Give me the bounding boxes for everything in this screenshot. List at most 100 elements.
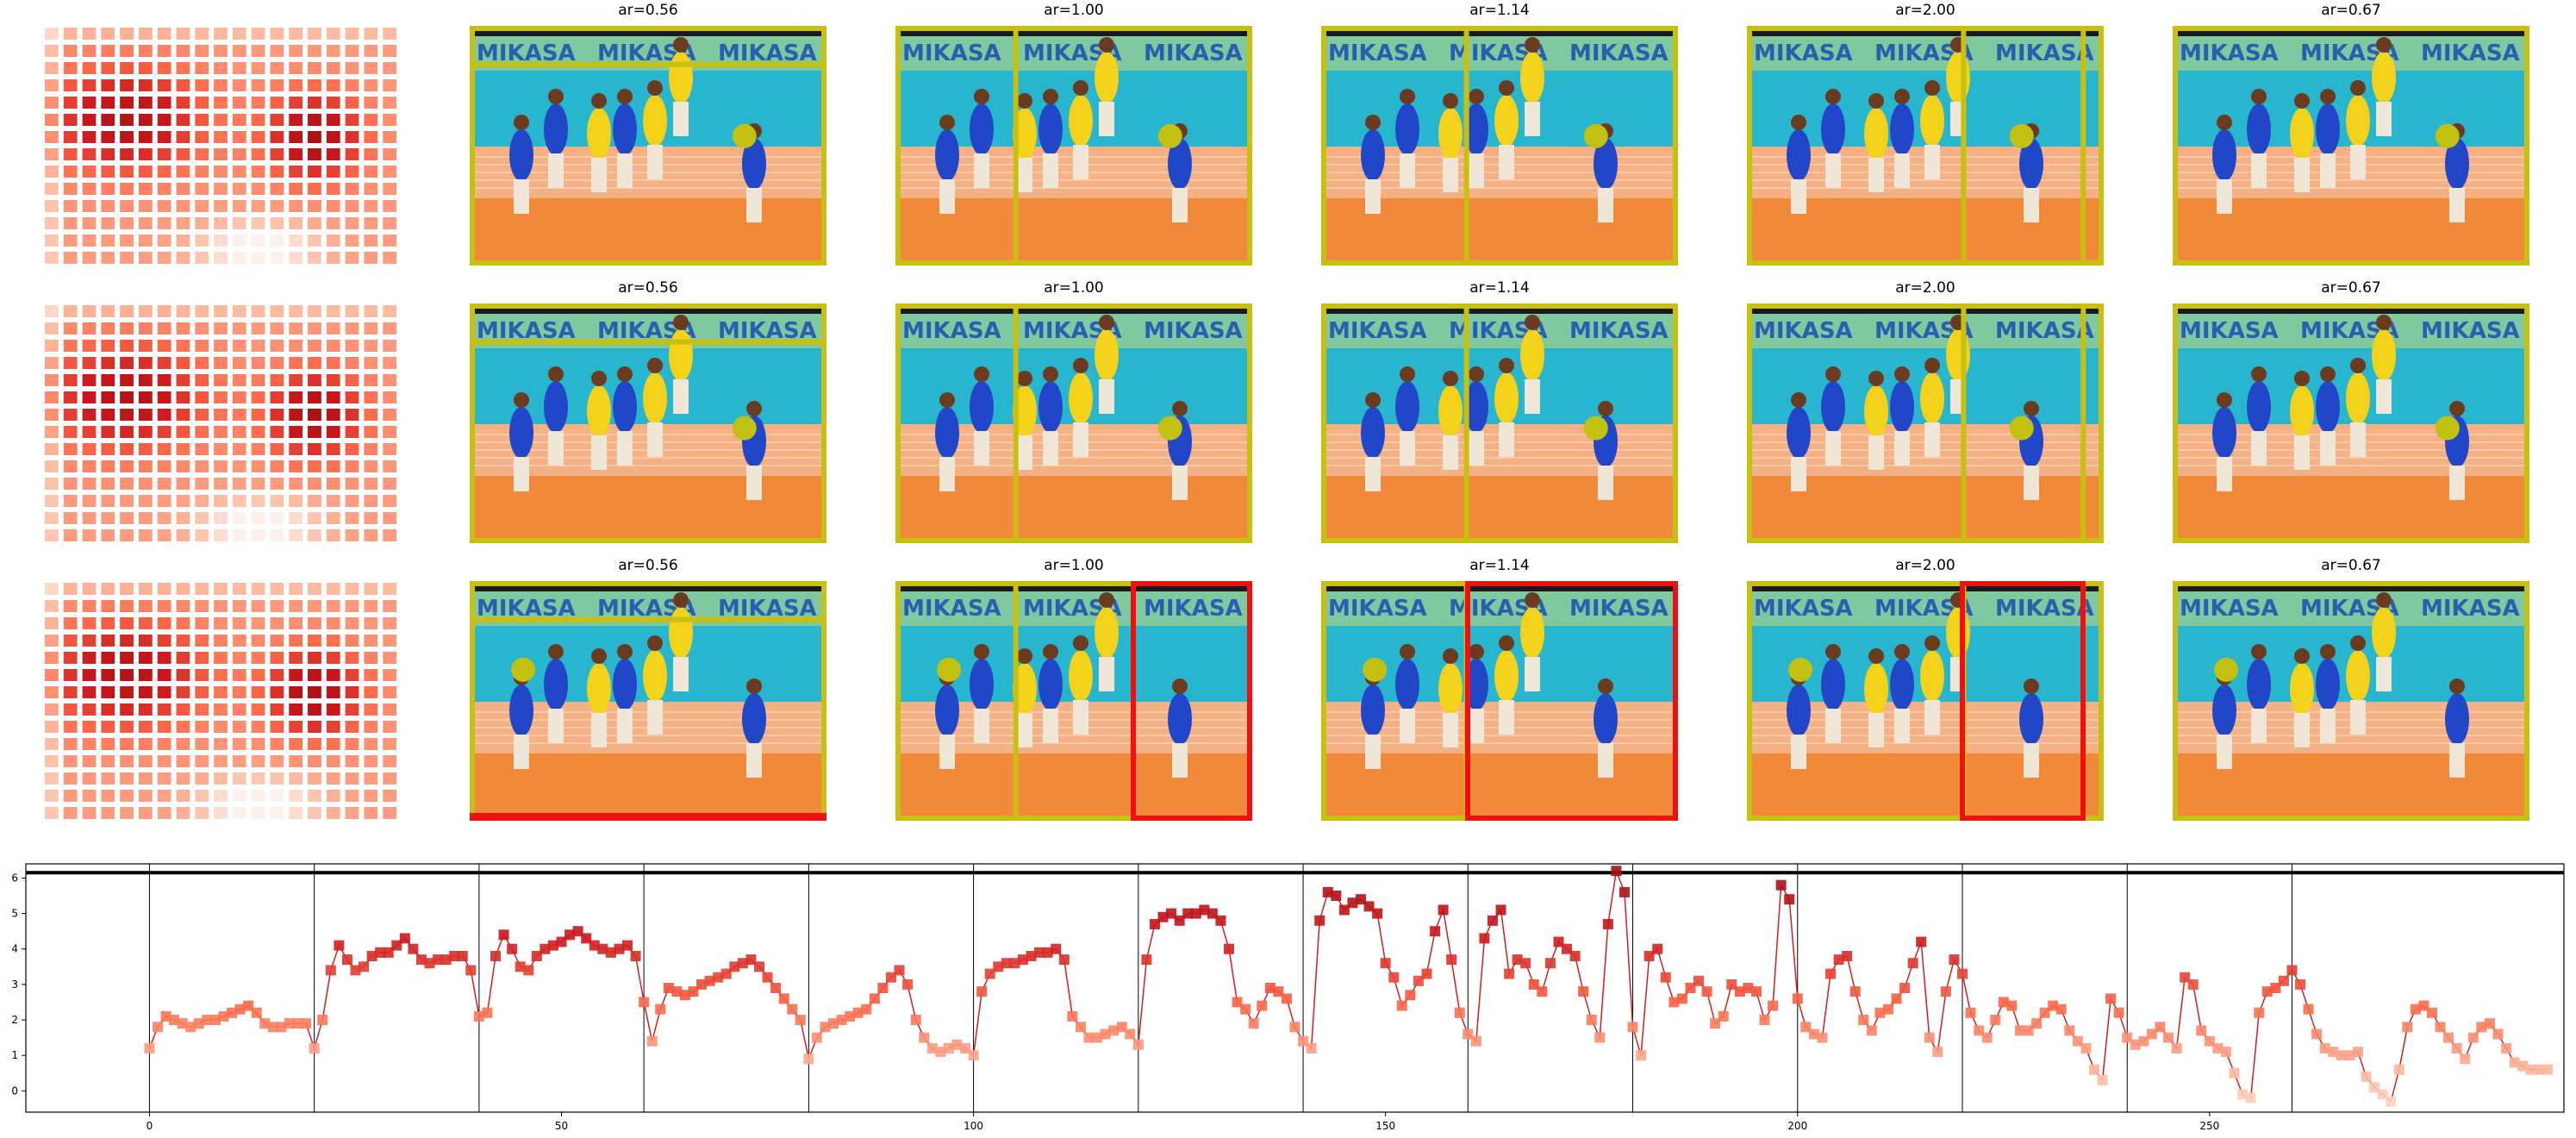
heatmap-cell xyxy=(345,340,359,352)
heatmap-cell xyxy=(251,305,265,317)
heatmap-cell xyxy=(326,200,340,212)
heatmap-cell xyxy=(383,669,396,681)
y-tick-label: 2 xyxy=(11,1014,18,1026)
heatmap-cell xyxy=(82,686,97,698)
heatmap-cell xyxy=(157,97,172,109)
data-point xyxy=(2006,1000,2018,1011)
heatmap-cell xyxy=(176,755,190,767)
data-point xyxy=(1149,918,1160,929)
heatmap-cell xyxy=(214,703,228,716)
heatmap-cell xyxy=(326,374,340,386)
heatmap-cell xyxy=(45,600,59,612)
data-point xyxy=(1734,986,1745,997)
y-tick-label: 5 xyxy=(11,908,18,920)
heatmap-cell xyxy=(270,28,284,40)
heatmap-cell xyxy=(308,305,321,317)
heatmap-cell xyxy=(289,703,303,716)
heatmap-cell xyxy=(101,183,115,195)
heatmap-cell xyxy=(45,200,59,212)
heatmap-cell xyxy=(308,200,321,212)
data-point xyxy=(762,972,773,983)
heatmap-cell xyxy=(157,28,172,40)
data-point xyxy=(639,997,650,1008)
data-point xyxy=(433,954,444,966)
heatmap-cell xyxy=(326,357,340,369)
heatmap-cell xyxy=(308,772,321,785)
data-point xyxy=(259,1018,271,1029)
heatmap-cell xyxy=(345,529,359,541)
heatmap-cell xyxy=(232,131,246,143)
heatmap-cell xyxy=(157,79,172,91)
heatmap-cell xyxy=(195,635,209,647)
heatmap-cell xyxy=(195,200,209,212)
heatmap-cell xyxy=(120,529,134,541)
heatmap-cell xyxy=(176,322,190,335)
heatmap-cell xyxy=(289,374,303,386)
heatmap-cell xyxy=(345,183,359,195)
data-point xyxy=(1017,954,1028,966)
heatmap-cell xyxy=(176,200,190,212)
heatmap-cell xyxy=(195,97,209,109)
data-point xyxy=(2460,1054,2471,1065)
heatmap-cell xyxy=(63,426,78,438)
heatmap-cell xyxy=(82,721,97,733)
data-point xyxy=(202,1015,213,1026)
heatmap-cell xyxy=(364,635,378,647)
data-point xyxy=(1743,983,1754,993)
heatmap-cell xyxy=(364,738,378,750)
data-point xyxy=(1273,986,1284,997)
data-point xyxy=(869,993,880,1004)
heatmap-cell xyxy=(82,322,97,335)
heatmap-cell xyxy=(214,340,228,352)
heatmap-cell xyxy=(120,790,134,802)
heatmap-cell xyxy=(157,495,172,507)
heatmap-cell xyxy=(138,721,153,733)
heatmap-cell xyxy=(214,148,228,160)
data-point xyxy=(1940,986,1951,997)
heatmap-cell xyxy=(232,148,246,160)
heatmap-cell xyxy=(364,200,378,212)
heatmap-cell xyxy=(195,340,209,352)
data-point xyxy=(1182,908,1194,919)
data-point xyxy=(1924,1032,1935,1043)
panel-border xyxy=(1321,581,1678,821)
heatmap-cell xyxy=(214,790,228,802)
heatmap-cell xyxy=(45,738,59,750)
heatmap-cell xyxy=(101,97,115,109)
data-point xyxy=(1405,990,1416,1001)
heatmap-cell xyxy=(120,252,134,264)
heatmap-cell xyxy=(383,322,396,335)
heatmap-cell xyxy=(195,686,209,698)
heatmap-cell xyxy=(364,772,378,785)
heatmap-cell xyxy=(308,652,321,664)
heatmap-cell xyxy=(251,357,265,369)
data-point xyxy=(1306,1042,1317,1054)
heatmap-cell xyxy=(270,357,284,369)
heatmap-cell xyxy=(82,374,97,386)
data-point xyxy=(778,993,789,1004)
heatmap-cell xyxy=(63,703,78,716)
heatmap-cell xyxy=(232,357,246,369)
image-panel: ar=0.56 MIKASA MIKASA MIKASA xyxy=(470,279,826,543)
heatmap-cell xyxy=(383,252,396,264)
data-point xyxy=(2295,979,2306,990)
image-panel: ar=0.67 MIKASA MIKASA MIKASA xyxy=(2173,2,2529,266)
heatmap-cell xyxy=(45,460,59,472)
heatmap-cell xyxy=(176,635,190,647)
data-point xyxy=(811,1032,822,1043)
heatmap-cell xyxy=(383,45,396,57)
data-point xyxy=(1586,1015,1597,1026)
heatmap-cell xyxy=(82,738,97,750)
data-point xyxy=(984,968,995,979)
image-panel: ar=1.00 MIKASA MIKASA MIKASA xyxy=(895,2,1252,266)
data-point xyxy=(325,965,336,976)
heatmap-cell xyxy=(364,234,378,247)
image-panel: ar=2.00 MIKASA MIKASA MIKASA xyxy=(1747,557,2104,821)
heatmap-cell xyxy=(45,97,59,109)
x-tick-label: 50 xyxy=(555,1120,568,1132)
heatmap-cell xyxy=(214,97,228,109)
data-point xyxy=(2492,1029,2504,1040)
heatmap-cell xyxy=(383,703,396,716)
heatmap-cell xyxy=(326,131,340,143)
heatmap-cell xyxy=(63,234,78,247)
